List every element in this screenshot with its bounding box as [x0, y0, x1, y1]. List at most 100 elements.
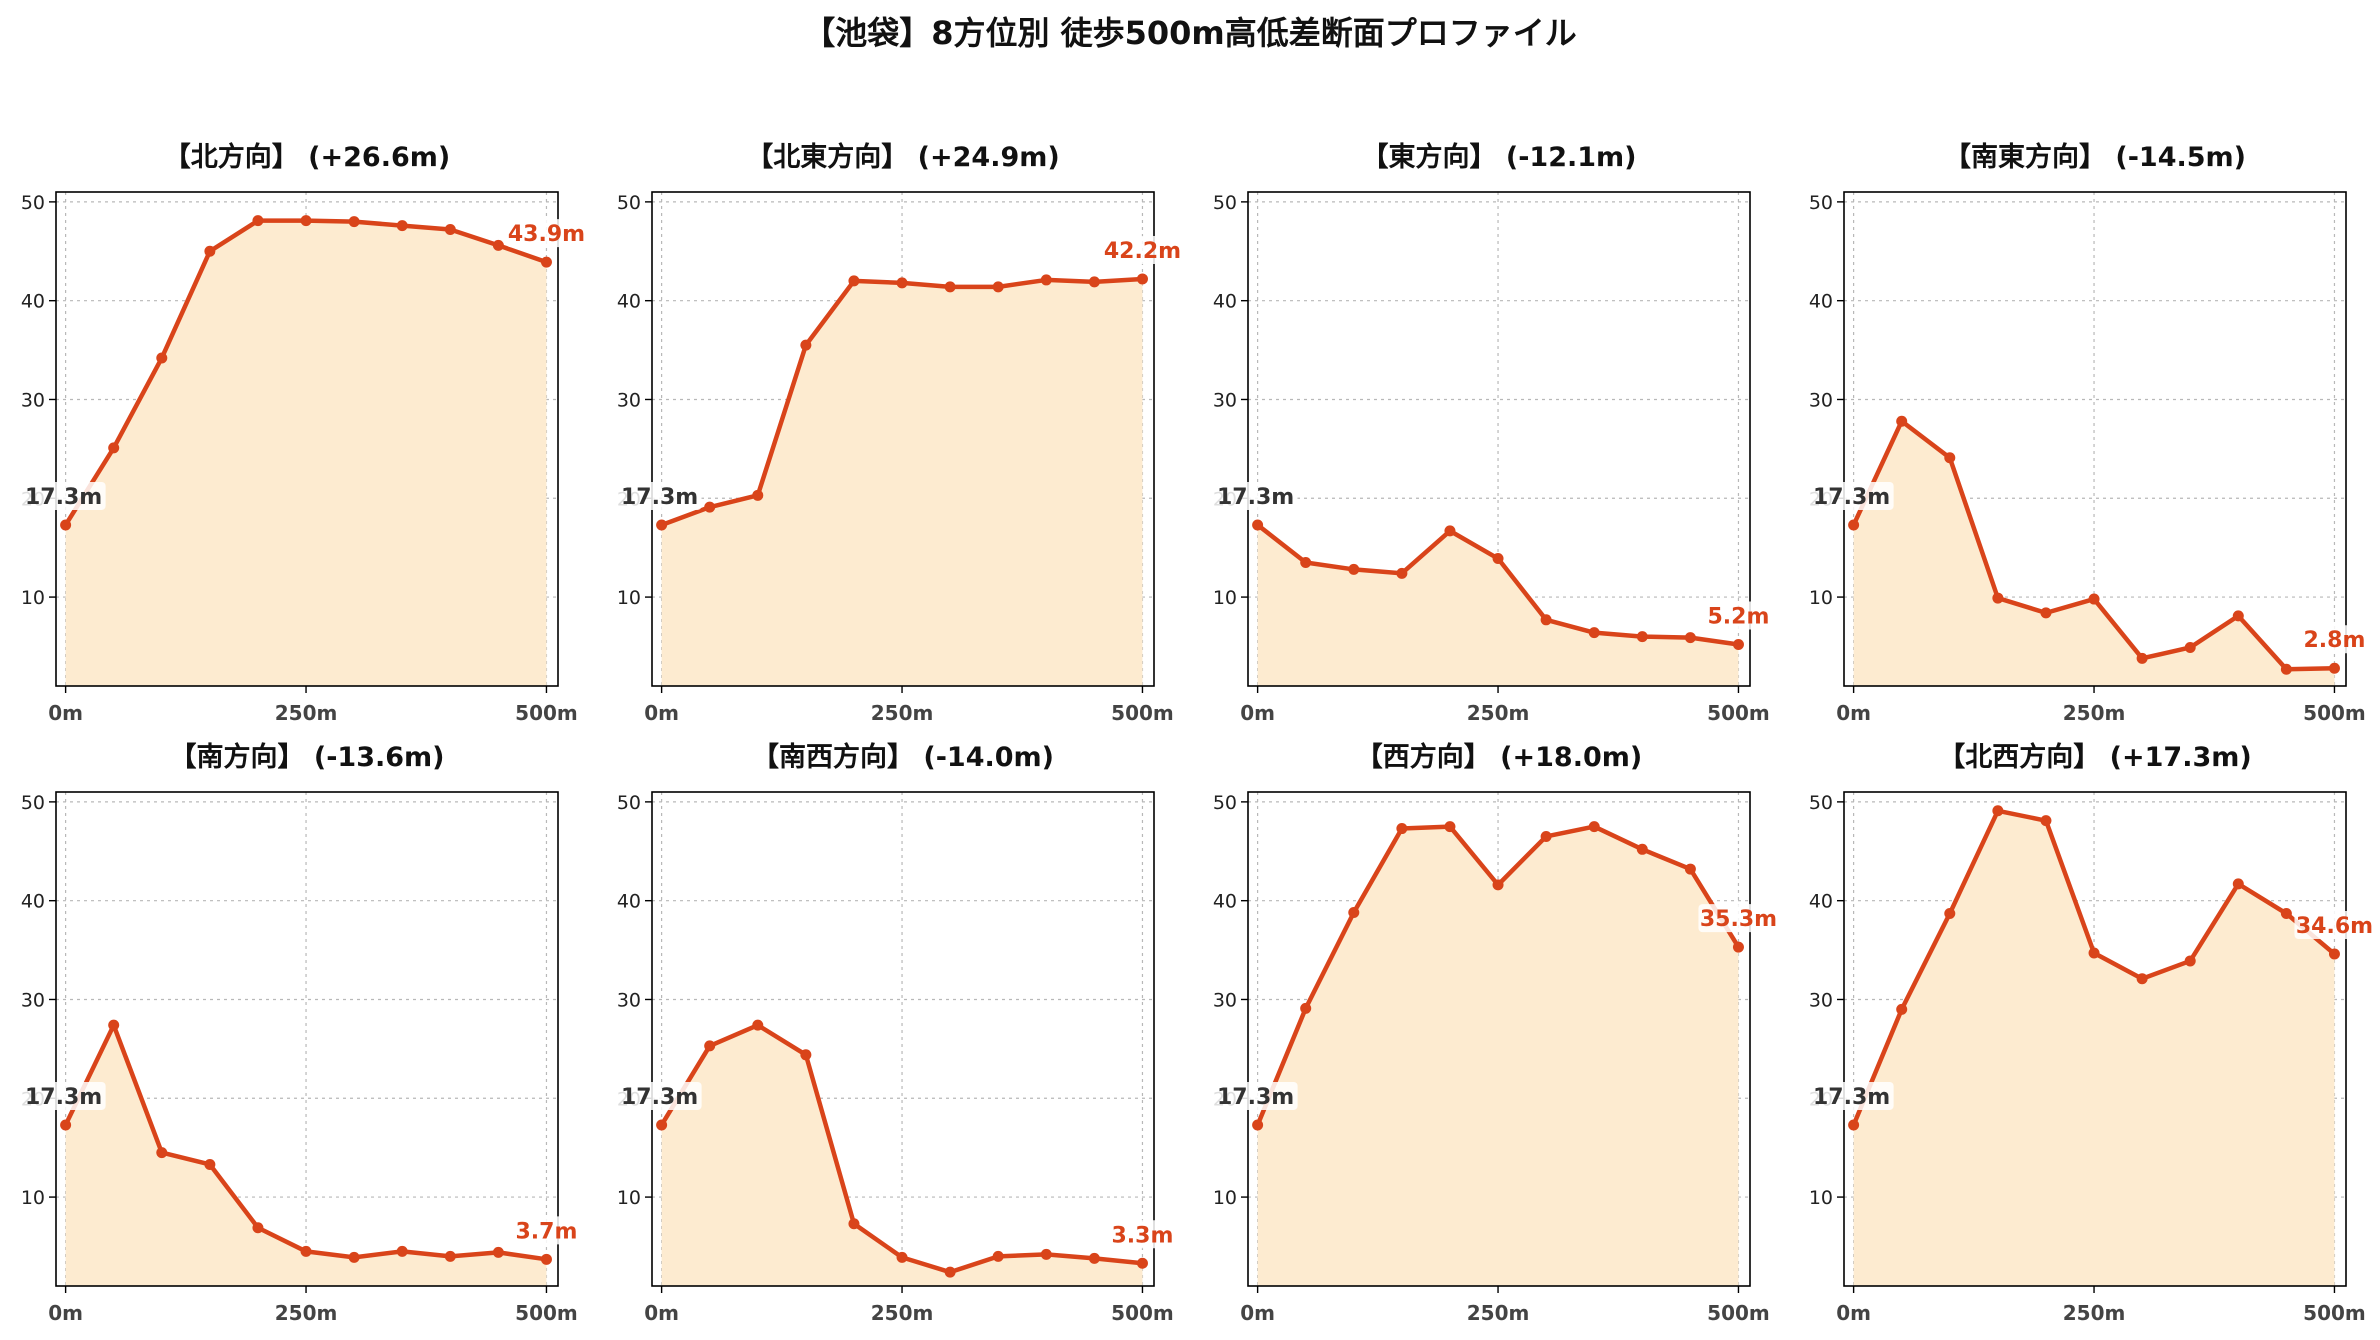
y-tick-label: 40	[1809, 291, 1833, 313]
plot-frame	[1247, 791, 1751, 1287]
data-point	[896, 1251, 908, 1263]
panels: 【北方向】 (+26.6m)10203040500m250m500m17.3m4…	[21, 141, 2375, 1325]
x-tick-label: 0m	[48, 1301, 83, 1325]
area-fill	[1257, 524, 1739, 686]
y-tick-label: 30	[1213, 989, 1237, 1011]
x-tick-label: 250m	[1467, 701, 1530, 725]
end-label-box	[513, 1216, 580, 1245]
area-fill	[661, 278, 1143, 686]
start-label: 17.3m	[621, 1085, 698, 1110]
x-tick-label: 250m	[1467, 1301, 1530, 1325]
data-point	[1848, 519, 1860, 531]
data-point	[896, 277, 908, 289]
data-point	[1636, 843, 1648, 855]
x-tick-label: 250m	[2063, 1301, 2126, 1325]
data-point	[2232, 878, 2244, 890]
data-point	[2184, 955, 2196, 967]
y-tick-label: 40	[1809, 891, 1833, 913]
end-label: 2.8m	[2304, 628, 2366, 653]
data-point	[992, 1250, 1004, 1262]
panel-7: 【西方向】 (+18.0m)10203040500m250m500m17.3m3…	[1213, 741, 1779, 1325]
data-point	[1252, 1119, 1264, 1131]
data-point	[396, 220, 408, 232]
y-tick-label: 40	[1213, 291, 1237, 313]
panel-4: 【南東方向】 (-14.5m)10203040500m250m500m17.3m…	[1809, 141, 2368, 725]
data-point	[704, 1040, 716, 1052]
area-fill	[1257, 826, 1739, 1286]
plot-frame	[651, 191, 1155, 687]
y-tick-label: 30	[617, 389, 641, 411]
data-point	[1992, 805, 2004, 817]
data-point	[1300, 1002, 1312, 1014]
data-point	[2040, 815, 2052, 827]
data-point	[1136, 273, 1148, 285]
figure-title: 【池袋】8方位別 徒歩500m高低差断面プロファイル	[803, 14, 1577, 52]
start-label: 17.3m	[1813, 485, 1890, 510]
x-tick-label: 500m	[1707, 1301, 1770, 1325]
end-label-box	[2301, 625, 2368, 654]
plot-frame	[1843, 191, 2347, 687]
end-label: 42.2m	[1104, 239, 1181, 264]
start-label-box	[1809, 481, 1894, 510]
x-tick-label: 250m	[871, 701, 934, 725]
data-point	[1992, 592, 2004, 604]
data-point	[1492, 553, 1504, 565]
data-point	[944, 281, 956, 293]
y-tick-label: 30	[21, 989, 45, 1011]
panel-8: 【北西方向】 (+17.3m)10203040500m250m500m17.3m…	[1809, 741, 2375, 1325]
data-point	[2088, 593, 2100, 605]
data-point	[1732, 639, 1744, 651]
data-point	[2184, 641, 2196, 653]
y-tick-label: 40	[21, 291, 45, 313]
data-point	[1944, 908, 1956, 920]
panel-title: 【北方向】 (+26.6m)	[164, 141, 450, 173]
data-point	[252, 215, 264, 227]
x-tick-label: 0m	[1240, 1301, 1275, 1325]
data-point	[300, 1245, 312, 1257]
start-label-box	[1809, 1081, 1894, 1110]
start-label-box	[1213, 1081, 1298, 1110]
end-label: 5.2m	[1708, 605, 1770, 630]
y-tick-label: 50	[1809, 792, 1833, 814]
data-point	[1896, 1003, 1908, 1015]
data-point	[1540, 830, 1552, 842]
start-label-box	[617, 481, 702, 510]
data-point	[2136, 652, 2148, 664]
data-point	[1732, 941, 1744, 953]
data-point	[2088, 947, 2100, 959]
data-point	[1088, 276, 1100, 288]
end-label: 43.9m	[508, 222, 585, 247]
plot-frame	[1843, 791, 2347, 1287]
data-point	[656, 1119, 668, 1131]
start-label: 17.3m	[1217, 1085, 1294, 1110]
area-fill	[1853, 421, 2335, 686]
data-point	[1040, 1248, 1052, 1260]
panel-title: 【南方向】 (-13.6m)	[169, 741, 444, 773]
panel-title: 【東方向】 (-12.1m)	[1361, 141, 1636, 173]
panel-title: 【北東方向】 (+24.9m)	[746, 141, 1059, 173]
x-tick-label: 500m	[515, 701, 578, 725]
data-point	[1944, 452, 1956, 464]
y-tick-label: 50	[21, 792, 45, 814]
data-point	[1588, 627, 1600, 639]
x-tick-label: 250m	[2063, 701, 2126, 725]
y-tick-label: 40	[21, 891, 45, 913]
data-point	[1300, 557, 1312, 568]
x-tick-label: 500m	[515, 1301, 578, 1325]
data-point	[300, 215, 312, 227]
y-tick-label: 10	[1213, 587, 1237, 609]
y-tick-label: 10	[1809, 587, 1833, 609]
end-label-box	[1705, 601, 1772, 630]
y-tick-label: 10	[617, 1187, 641, 1209]
data-point	[108, 1019, 120, 1031]
x-tick-label: 0m	[1240, 701, 1275, 725]
y-tick-label: 10	[1213, 1187, 1237, 1209]
data-point	[492, 239, 504, 251]
data-point	[348, 1251, 360, 1263]
plot-frame	[651, 791, 1155, 1287]
data-point	[1088, 1252, 1100, 1264]
start-label: 17.3m	[25, 485, 102, 510]
end-label-box	[506, 219, 587, 248]
panel-6: 【南西方向】 (-14.0m)10203040500m250m500m17.3m…	[617, 741, 1176, 1325]
data-point	[2232, 610, 2244, 622]
